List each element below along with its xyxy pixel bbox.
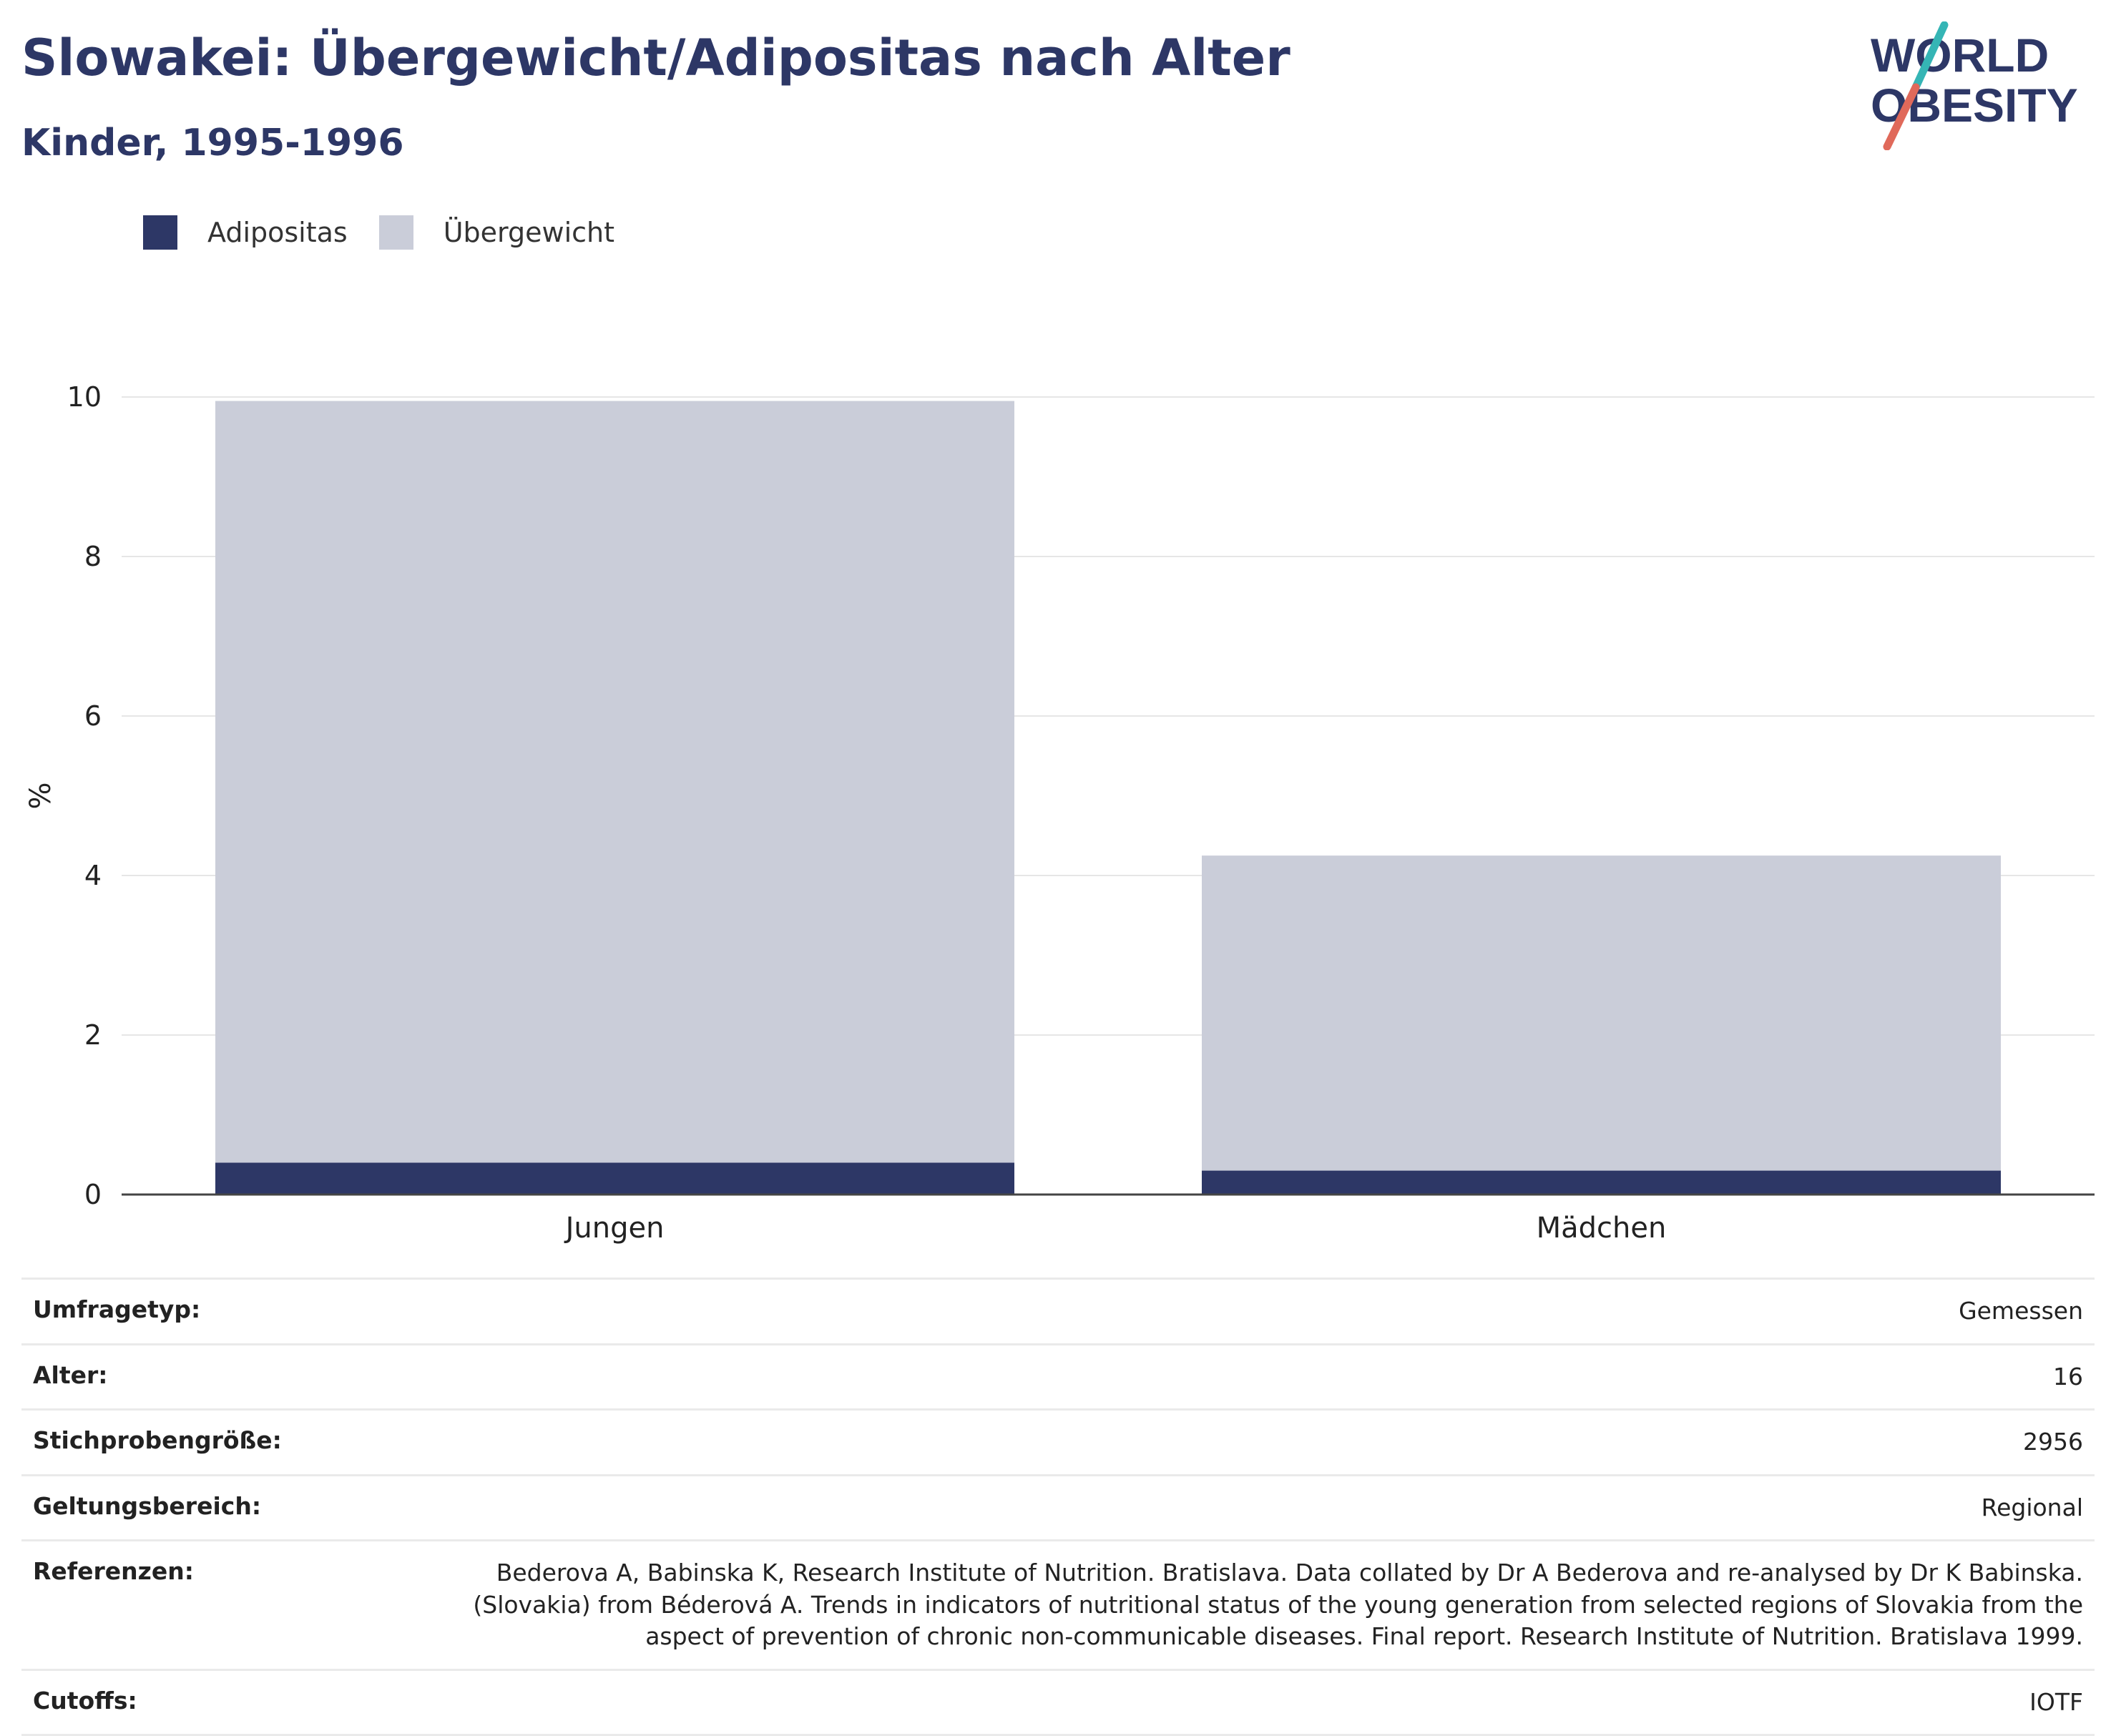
- y-tick-label: 0: [84, 1179, 102, 1210]
- info-key: Alter:: [21, 1343, 416, 1410]
- chart-subtitle: Kinder, 1995-1996: [21, 122, 404, 165]
- y-axis-title: %: [24, 782, 57, 809]
- legend-item-uebergewicht[interactable]: Übergewicht: [378, 215, 614, 250]
- bar-adipositas: [1202, 1170, 2001, 1195]
- bar-adipositas: [215, 1162, 1014, 1195]
- info-value: IOTF: [416, 1668, 2095, 1736]
- logo-slash-bottom: [1883, 83, 1920, 150]
- info-key: Geltungsbereich:: [21, 1473, 416, 1541]
- survey-info-table: Umfragetyp: Gemessen Alter: 16 Stichprobengr…: [21, 1278, 2095, 1736]
- chart-title: Slowakei: Übergewicht/Adipositas nach Al…: [21, 29, 1290, 87]
- info-row: Alter: 16: [21, 1343, 2095, 1410]
- info-value: Regional: [416, 1473, 2095, 1541]
- stacked-bar-chart: 0 2 4 6 8 10% Jungen Mädchen: [24, 381, 2095, 1245]
- x-tick-label: Mädchen: [1537, 1212, 1667, 1245]
- info-key: Umfragetyp:: [21, 1278, 416, 1345]
- x-tick-label: Jungen: [564, 1212, 665, 1245]
- chart-legend: Adipositas Übergewicht: [143, 211, 646, 254]
- y-tick-label: 6: [84, 700, 102, 732]
- y-tick-label: 10: [67, 381, 102, 413]
- y-tick-label: 2: [84, 1019, 102, 1051]
- info-key: Referenzen:: [21, 1539, 416, 1670]
- info-key: Cutoffs:: [21, 1668, 416, 1736]
- info-key: Stichprobengröße:: [21, 1408, 416, 1476]
- info-row: Geltungsbereich: Regional: [21, 1473, 2095, 1541]
- info-value: 16: [416, 1343, 2095, 1410]
- legend-swatch-uebergewicht: [378, 215, 413, 250]
- info-value: Gemessen: [416, 1278, 2095, 1345]
- info-row: Cutoffs: IOTF: [21, 1668, 2095, 1736]
- logo-line-1: WORLD: [1871, 29, 2049, 82]
- logo-slash-top: [1911, 21, 1949, 92]
- bar-uebergewicht: [1202, 855, 2001, 1171]
- legend-item-adipositas[interactable]: Adipositas: [143, 215, 348, 250]
- legend-label-uebergewicht: Übergewicht: [443, 217, 614, 248]
- info-value: Bederova A, Babinska K, Research Institu…: [416, 1539, 2095, 1670]
- y-tick-label: 4: [84, 860, 102, 891]
- info-row: Stichprobengröße: 2956: [21, 1408, 2095, 1476]
- legend-label-adipositas: Adipositas: [207, 217, 348, 248]
- legend-swatch-adipositas: [143, 215, 177, 250]
- info-row: Referenzen: Bederova A, Babinska K, Resea…: [21, 1539, 2095, 1670]
- bar-uebergewicht: [215, 401, 1014, 1163]
- y-tick-label: 8: [84, 541, 102, 572]
- info-value: 2956: [416, 1408, 2095, 1476]
- world-obesity-logo: WORLD OBESITY: [1871, 21, 2078, 150]
- info-row: Umfragetyp: Gemessen: [21, 1278, 2095, 1345]
